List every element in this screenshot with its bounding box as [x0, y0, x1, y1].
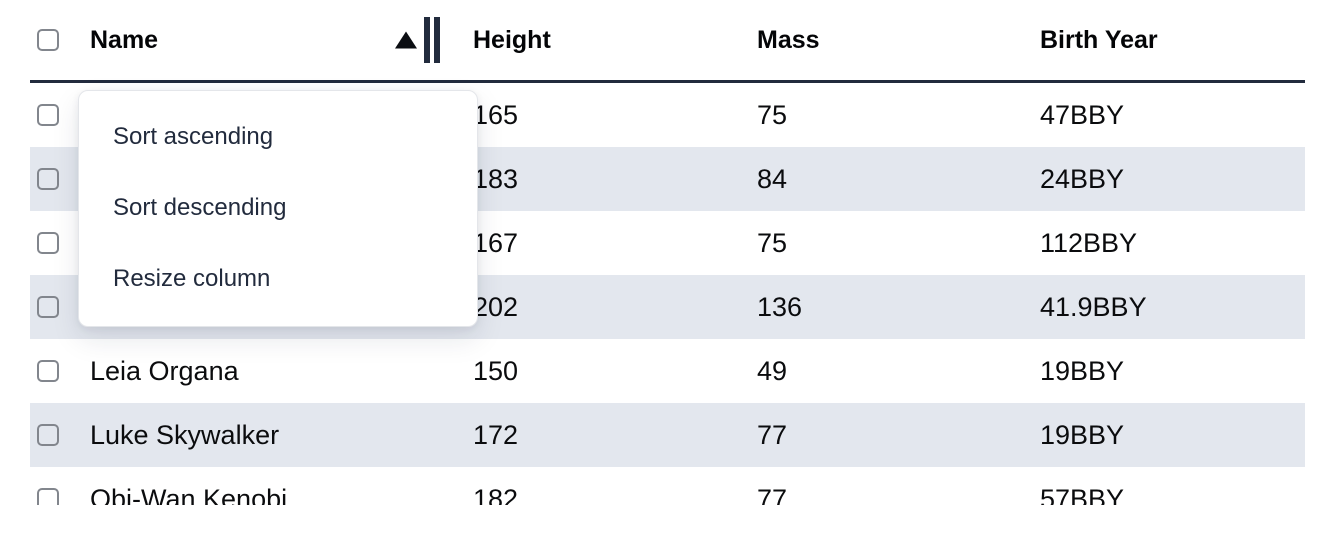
cell-mass: 84 — [757, 163, 788, 194]
row-checkbox-cell — [30, 424, 78, 446]
table-row[interactable]: Obi-Wan Kenobi 182 77 57BBY — [30, 467, 1305, 505]
row-checkbox[interactable] — [37, 424, 59, 446]
cell-height: 150 — [473, 355, 519, 386]
cell-mass: 49 — [757, 355, 788, 386]
resize-bar-right — [434, 17, 440, 63]
row-checkbox[interactable] — [37, 296, 59, 318]
resize-bar-left — [424, 17, 430, 63]
column-header-height[interactable]: Height — [457, 0, 741, 80]
sort-ascending-icon — [395, 31, 417, 49]
cell-height: 182 — [473, 483, 519, 506]
cell-mass: 75 — [757, 227, 788, 258]
context-menu-item[interactable]: Sort descending — [79, 172, 477, 243]
cell-birth-year: 19BBY — [1040, 419, 1125, 450]
column-header-name[interactable]: Name — [78, 0, 457, 80]
cell-mass: 75 — [757, 99, 788, 130]
cell-birth-year: 47BBY — [1040, 99, 1125, 130]
column-resize-handle-icon[interactable] — [424, 17, 440, 63]
column-header-birth-year[interactable]: Birth Year — [1024, 0, 1305, 80]
cell-name: Obi-Wan Kenobi — [90, 483, 288, 506]
cell-name: Leia Organa — [90, 355, 239, 386]
cell-birth-year: 24BBY — [1040, 163, 1125, 194]
cell-height: 165 — [473, 99, 519, 130]
table-row[interactable]: Luke Skywalker 172 77 19BBY — [30, 403, 1305, 467]
cell-height: 172 — [473, 419, 519, 450]
row-checkbox[interactable] — [37, 104, 59, 126]
cell-birth-year: 57BBY — [1040, 483, 1125, 506]
cell-height: 167 — [473, 227, 519, 258]
column-header-name-label: Name — [90, 25, 159, 54]
menu-item-label: Sort descending — [113, 193, 287, 221]
context-menu-item[interactable]: Resize column — [79, 243, 477, 314]
row-checkbox[interactable] — [37, 232, 59, 254]
cell-birth-year: 41.9BBY — [1040, 291, 1147, 322]
table-row[interactable]: Leia Organa 150 49 19BBY — [30, 339, 1305, 403]
column-header-height-label: Height — [473, 25, 551, 54]
table-header-row: Name Height Mass Birth Year — [30, 0, 1305, 83]
row-checkbox-cell — [30, 360, 78, 382]
cell-mass: 136 — [757, 291, 803, 322]
row-checkbox-cell — [30, 296, 78, 318]
menu-item-label: Resize column — [113, 264, 271, 292]
row-checkbox-cell — [30, 168, 78, 190]
cell-mass: 77 — [757, 419, 788, 450]
column-header-mass-label: Mass — [757, 25, 820, 54]
cell-mass: 77 — [757, 483, 788, 506]
cell-name: Luke Skywalker — [90, 419, 280, 450]
menu-item-label: Sort ascending — [113, 122, 274, 150]
cell-birth-year: 112BBY — [1040, 227, 1138, 258]
row-checkbox-cell — [30, 232, 78, 254]
context-menu-item[interactable]: Sort ascending — [79, 101, 477, 172]
column-header-birth-year-label: Birth Year — [1040, 25, 1158, 54]
row-checkbox[interactable] — [37, 360, 59, 382]
cell-height: 202 — [473, 291, 519, 322]
row-checkbox[interactable] — [37, 168, 59, 190]
cell-birth-year: 19BBY — [1040, 355, 1125, 386]
cell-height: 183 — [473, 163, 519, 194]
row-checkbox-cell — [30, 104, 78, 126]
column-header-mass[interactable]: Mass — [741, 0, 1024, 80]
select-all-checkbox[interactable] — [37, 29, 59, 51]
row-checkbox[interactable] — [37, 488, 59, 505]
row-checkbox-cell — [30, 488, 78, 505]
context-menu: Sort ascending Sort descending Resize co… — [78, 90, 478, 327]
header-checkbox-cell — [30, 29, 78, 51]
